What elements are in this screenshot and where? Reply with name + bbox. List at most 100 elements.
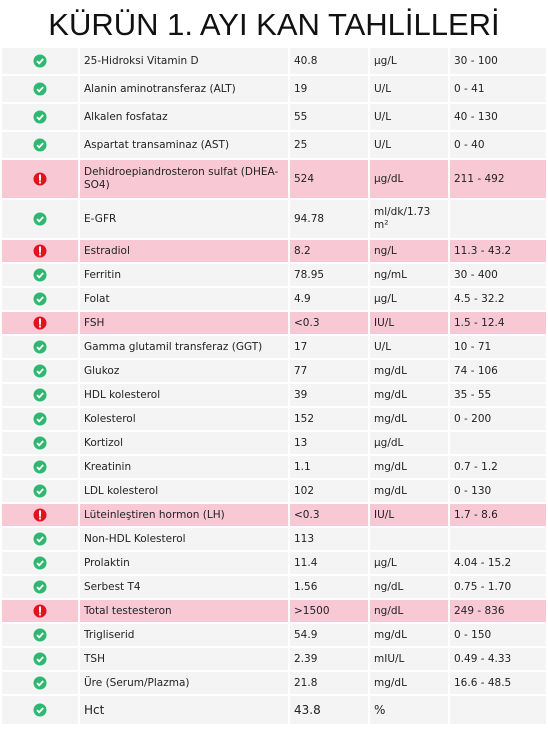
result-value: 78.95	[290, 264, 368, 286]
status-cell	[2, 336, 78, 358]
result-row: Serbest T4 1.56 ng/dL 0.75 - 1.70	[2, 576, 546, 598]
result-value: 77	[290, 360, 368, 382]
test-name: Alkalen fosfataz	[80, 104, 288, 130]
reference-range	[450, 528, 546, 550]
result-value: <0.3	[290, 504, 368, 526]
status-cell	[2, 528, 78, 550]
result-value: 17	[290, 336, 368, 358]
reference-range: 0.75 - 1.70	[450, 576, 546, 598]
reference-range: 10 - 71	[450, 336, 546, 358]
result-value: 102	[290, 480, 368, 502]
test-name: LDL kolesterol	[80, 480, 288, 502]
reference-range: 1.5 - 12.4	[450, 312, 546, 334]
unit: IU/L	[370, 312, 448, 334]
check-icon	[33, 268, 47, 282]
status-cell	[2, 480, 78, 502]
check-icon	[33, 110, 47, 124]
result-row: Gamma glutamil transferaz (GGT) 17 U/L 10 -…	[2, 336, 546, 358]
unit: IU/L	[370, 504, 448, 526]
result-value: 19	[290, 76, 368, 102]
reference-range: 0.49 - 4.33	[450, 648, 546, 670]
result-value: >1500	[290, 600, 368, 622]
reference-range: 0 - 40	[450, 132, 546, 158]
check-icon	[33, 556, 47, 570]
unit: ml/dk/1.73 m²	[370, 200, 448, 238]
check-icon	[33, 703, 47, 717]
unit: µg/L	[370, 48, 448, 74]
check-icon	[33, 292, 47, 306]
alert-icon	[33, 508, 47, 522]
result-value: 94.78	[290, 200, 368, 238]
result-row: FSH <0.3 IU/L 1.5 - 12.4	[2, 312, 546, 334]
reference-range: 211 - 492	[450, 160, 546, 198]
result-row: Total testesteron >1500 ng/dL 249 - 836	[2, 600, 546, 622]
test-name: Dehidroepiandrosteron sulfat (DHEA-SO4)	[80, 160, 288, 198]
result-value: 8.2	[290, 240, 368, 262]
check-icon	[33, 412, 47, 426]
title: KÜRÜN 1. AYI KAN TAHLİLLERİ	[48, 7, 500, 42]
test-name: Prolaktin	[80, 552, 288, 574]
status-cell	[2, 48, 78, 74]
check-icon	[33, 54, 47, 68]
test-name: Ferritin	[80, 264, 288, 286]
status-cell	[2, 288, 78, 310]
check-icon	[33, 652, 47, 666]
status-cell	[2, 240, 78, 262]
reference-range: 0 - 41	[450, 76, 546, 102]
test-name: Üre (Serum/Plazma)	[80, 672, 288, 694]
result-row: HDL kolesterol 39 mg/dL 35 - 55	[2, 384, 546, 406]
test-name: Folat	[80, 288, 288, 310]
reference-range: 249 - 836	[450, 600, 546, 622]
unit: µg/L	[370, 552, 448, 574]
result-row: Non-HDL Kolesterol 113	[2, 528, 546, 550]
alert-icon	[33, 244, 47, 258]
status-cell	[2, 408, 78, 430]
result-value: 2.39	[290, 648, 368, 670]
status-cell	[2, 384, 78, 406]
result-value: 1.56	[290, 576, 368, 598]
result-row: Ferritin 78.95 ng/mL 30 - 400	[2, 264, 546, 286]
result-row: Trigliserid 54.9 mg/dL 0 - 150	[2, 624, 546, 646]
test-name: 25-Hidroksi Vitamin D	[80, 48, 288, 74]
result-value: 40.8	[290, 48, 368, 74]
unit: µg/L	[370, 288, 448, 310]
unit: U/L	[370, 336, 448, 358]
status-cell	[2, 312, 78, 334]
result-row: Alkalen fosfataz 55 U/L 40 - 130	[2, 104, 546, 130]
unit: mg/dL	[370, 360, 448, 382]
status-cell	[2, 104, 78, 130]
result-row: Hct 43.8%	[2, 696, 546, 724]
result-value: 39	[290, 384, 368, 406]
unit: U/L	[370, 104, 448, 130]
status-cell	[2, 504, 78, 526]
result-value: 4.9	[290, 288, 368, 310]
result-row: TSH 2.39 mIU/L 0.49 - 4.33	[2, 648, 546, 670]
unit: mg/dL	[370, 480, 448, 502]
alert-icon	[33, 316, 47, 330]
result-value: 54.9	[290, 624, 368, 646]
unit	[370, 528, 448, 550]
test-name: Estradiol	[80, 240, 288, 262]
result-row: Aspartat transaminaz (AST) 25 U/L 0 - 40	[2, 132, 546, 158]
unit: %	[370, 696, 448, 724]
reference-range: 1.7 - 8.6	[450, 504, 546, 526]
results-table: 25-Hidroksi Vitamin D 40.8 µg/L 30 - 100 Ala…	[0, 46, 548, 726]
result-row: Kreatinin 1.1 mg/dL 0.7 - 1.2	[2, 456, 546, 478]
reference-range: 16.6 - 48.5	[450, 672, 546, 694]
result-row: Prolaktin 11.4 µg/L 4.04 - 15.2	[2, 552, 546, 574]
reference-range: 30 - 400	[450, 264, 546, 286]
result-value: <0.3	[290, 312, 368, 334]
check-icon	[33, 436, 47, 450]
test-name: FSH	[80, 312, 288, 334]
unit: µg/dL	[370, 432, 448, 454]
test-name: Lüteinleştiren hormon (LH)	[80, 504, 288, 526]
check-icon	[33, 212, 47, 226]
test-name: Gamma glutamil transferaz (GGT)	[80, 336, 288, 358]
unit: mg/dL	[370, 672, 448, 694]
result-row: Kolesterol 152 mg/dL 0 - 200	[2, 408, 546, 430]
result-row: Alanin aminotransferaz (ALT) 19 U/L 0 - 41	[2, 76, 546, 102]
result-value: 1.1	[290, 456, 368, 478]
test-name: Kortizol	[80, 432, 288, 454]
status-cell	[2, 456, 78, 478]
alert-icon	[33, 604, 47, 618]
